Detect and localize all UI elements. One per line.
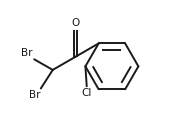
Text: Cl: Cl: [82, 87, 92, 98]
Text: Br: Br: [21, 48, 33, 58]
Text: O: O: [72, 18, 80, 28]
Text: Br: Br: [29, 90, 40, 100]
